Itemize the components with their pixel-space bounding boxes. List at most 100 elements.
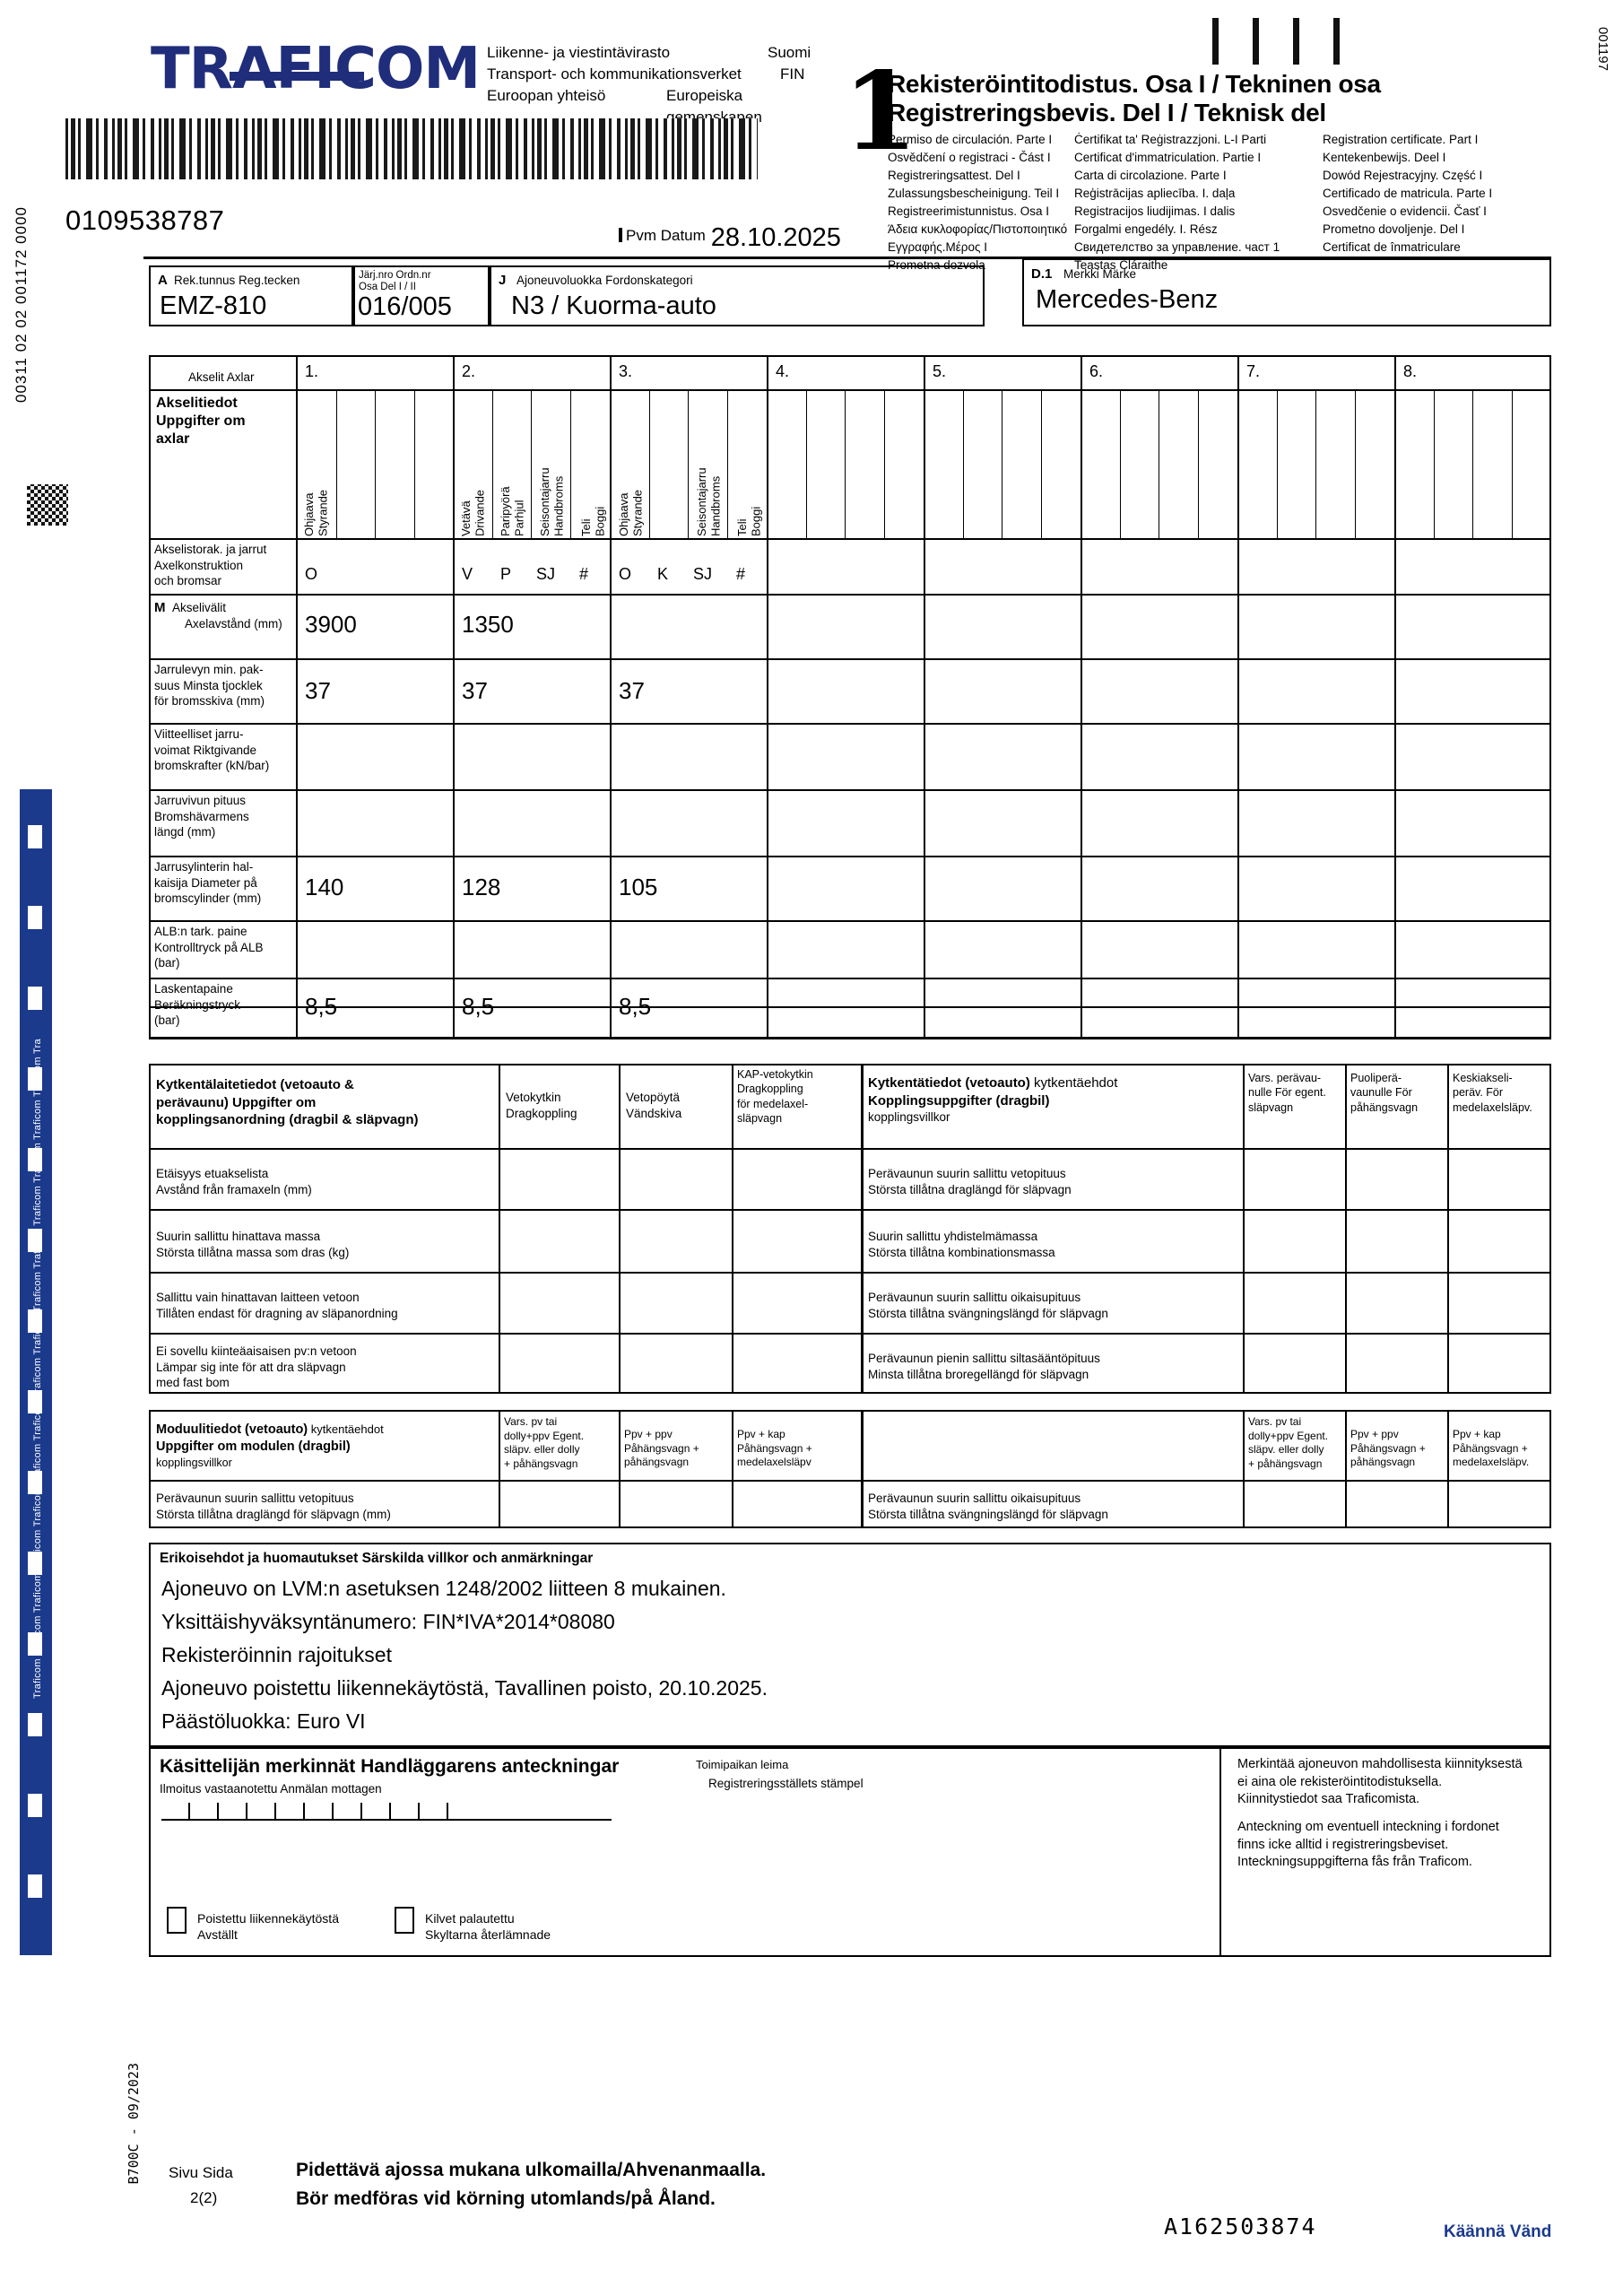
module-col-ppv-ppv-left: Ppv + ppv Påhängsvagn + påhängsvagn [624,1428,699,1470]
axle-table-bottom [149,1037,1551,1039]
axle-subcol [492,391,493,538]
notice-fi: Pidettävä ajossa mukana ulkomailla/Ahven… [296,2160,767,2180]
coupling-col-div [1447,1064,1449,1394]
axle-cap-ohjaava-1: Ohjaava Styrande [302,489,330,536]
title-sv: Registreringsbevis. Del I / Teknisk del [888,99,1326,126]
lang-line: Εγγραφής.Μέρος Ι [888,239,987,254]
label-line: Kilvet palautettu [425,1911,515,1926]
row-line: Största tillåtna kombinationsmassa [868,1245,1055,1259]
field-ordn-box [353,265,490,326]
axle-col-div [1394,355,1396,1008]
coupling-col-div [1345,1064,1347,1394]
note-line: ei aina ole rekisteröintitodistuksella. [1237,1774,1443,1789]
col-line: Påhängsvagn + [1453,1441,1528,1455]
axle-row-div [149,658,1551,660]
axle-title-line: Akselitiedot [156,396,238,411]
lang-line: Certificado de matricula. Parte I [1323,186,1493,200]
axle-subcol [845,391,846,538]
col-line: Vars. perävau- [1248,1072,1322,1084]
checkbox-kilvet[interactable] [395,1907,414,1934]
row-line: Största tillåtna massa som dras (kg) [156,1245,350,1259]
axle-subcol [375,391,376,538]
col-line: släpvagn [737,1111,783,1125]
axle-number: 1. [305,362,319,380]
row-line: Ei sovellu kiinteäaisaisen pv:n vetoon [156,1344,357,1358]
handler-checkbox-box [149,1892,1551,1957]
col-line: påhängsvagn [624,1456,690,1469]
comb-baseline [161,1819,612,1821]
field-a-label: Rek.tunnus Reg.tecken [174,274,300,287]
row-line: Suurin sallittu hinattava massa [156,1230,321,1243]
page-value: 2(2) [190,2189,218,2206]
row-label-line: längd (mm) [154,825,216,839]
axle-code-cell: SJ [536,565,556,583]
axle-subcol [1355,391,1356,538]
coupling-col-div [1243,1064,1245,1394]
row-label-line: bromscylinder (mm) [154,891,262,906]
checkbox-kilvet-label: Kilvet palautettu Skyltarna återlämnade [425,1910,551,1943]
axle-edge [1394,1008,1396,1039]
special-line: Ajoneuvo on LVM:n asetuksen 1248/2002 li… [161,1577,726,1600]
header-divider [143,257,1551,259]
comb-tick [188,1803,190,1821]
axle-row-label: ALB:n tark. paine Kontrolltryck på ALB (… [154,924,264,971]
coupling-row-div [149,1333,1551,1335]
row-label-line: suus Minsta tjocklek [154,678,263,692]
col-line: Ppv + ppv [1350,1428,1399,1440]
lang-line: Kentekenbewijs. Deel I [1323,150,1446,164]
stamp-label-2: Registreringsställets stämpel [708,1777,864,1790]
axle-subcol [884,391,885,538]
row-label-line: (bar) [154,1013,180,1028]
module-col-vars-left: Vars. pv tai dolly+ppv Egent. släpv. ell… [504,1415,584,1471]
row-label-line: Kontrolltryck på ALB [154,940,264,954]
left-vertical-code: 00311 02 02 001172 0000 [13,206,30,404]
lang-line: Zulassungsbescheinigung. Teil I [888,186,1060,200]
axle-cap-vetava: Vetävä Drivande [459,489,487,536]
note-line: finns icke alltid i registreringsbeviset… [1237,1837,1449,1852]
ordn-value: 016/005 [358,292,452,321]
label-line: Avställt [197,1927,238,1943]
coupling-col-vetopoyta: Vetopöytä Vändskiva [626,1090,681,1121]
special-conditions-title: Erikoisehdot ja huomautukset Särskilda v… [160,1551,594,1566]
axle-subcol [414,391,415,538]
coupling-table [149,1064,1551,1394]
axle-value-cell: 8,5 [462,993,495,1020]
country-code: FIN [780,65,805,83]
axle-value-cell: 128 [462,874,501,900]
tick-marks-decoration [1212,18,1374,69]
axle-col-div [767,355,768,1008]
comb-tick [217,1803,219,1821]
coupling-right-row-yhdistelma: Suurin sallittu yhdistelmämassa Största … [868,1229,1055,1260]
field-a-box [149,265,353,326]
checkbox-poistettu[interactable] [167,1907,187,1934]
axle-row-label: Jarruvivun pituus Bromshävarmens längd (… [154,793,249,840]
row-label-line: för bromsskiva (mm) [154,694,265,709]
lang-line: Osvedčenie o evidencii. Časť I [1323,204,1487,218]
module-col-div [1345,1410,1347,1528]
row-label-line: bromskrafter (kN/bar) [154,759,270,773]
axle-subcol [570,391,571,538]
module-col-div [1447,1410,1449,1528]
axle-row-label: Laskentapaine Beräkningstryck (bar) [154,981,240,1029]
axle-value-cell: 1350 [462,611,514,638]
module-col-ppv-ppv-right: Ppv + ppv Påhängsvagn + påhängsvagn [1350,1428,1426,1470]
axle-edge [610,1008,612,1039]
row-label-line: Beräkningstryck [154,997,241,1012]
axle-number: 5. [933,362,947,380]
axle-cap-paripyora: Paripyörä Parhjul [499,486,526,536]
axle-cap-seisontajarru-1: Seisontajarru Handbroms [538,467,566,536]
coupling-row-div [149,1272,1551,1274]
row-line: Perävaunun suurin sallittu oikaisupituus [868,1291,1081,1304]
axle-edge [1081,1008,1082,1039]
axle-row-div [149,978,1551,979]
comb-tick [246,1803,247,1821]
axle-subcol [1120,391,1121,538]
axle-edge [924,1008,925,1039]
module-col-div [619,1410,621,1528]
coupling-row-ei-sovellu: Ei sovellu kiinteäaisaisen pv:n vetoon L… [156,1344,357,1391]
col-line: påhängsvagn [1350,1456,1416,1469]
axle-cap-ohjaava-2: Ohjaava Styrande [617,489,645,536]
col-line: vaunulle För [1350,1086,1412,1100]
comb-tick [447,1803,448,1821]
axle-subcol [1434,391,1435,538]
